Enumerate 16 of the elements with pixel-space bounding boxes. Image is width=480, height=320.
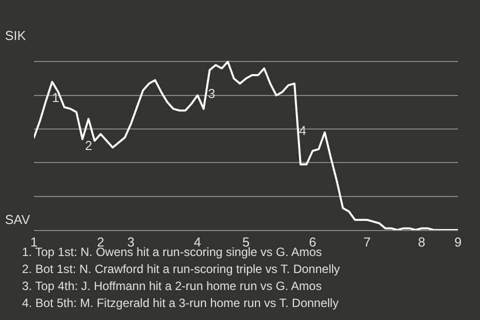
x-tick-label: 1: [30, 234, 38, 250]
text: 2. Bot 1st: N. Crawford hit a run-scoring triple vs T. Donnelly: [22, 262, 340, 276]
x-tick-label: 3: [127, 234, 135, 250]
x-tick-label: 8: [418, 234, 426, 250]
text: 3. Top 4th: J. Hoffmann hit a 2-run home run vs G. Amos: [22, 279, 322, 293]
text: SIK: [5, 28, 26, 43]
annotation: 3: [208, 86, 216, 101]
text: 4. Bot 5th: M. Fitzgerald hit a 3-run home run vs T. Donnelly: [22, 296, 339, 310]
annotation: 4: [299, 123, 306, 138]
x-tick-label: 6: [309, 234, 316, 250]
x-tick-label: 4: [194, 234, 202, 250]
text: SAV: [5, 212, 30, 227]
x-tick-label: 7: [364, 234, 371, 250]
annotation: 2: [85, 138, 92, 153]
annotation: 1: [52, 90, 60, 105]
x-tick-label: 9: [454, 234, 462, 250]
